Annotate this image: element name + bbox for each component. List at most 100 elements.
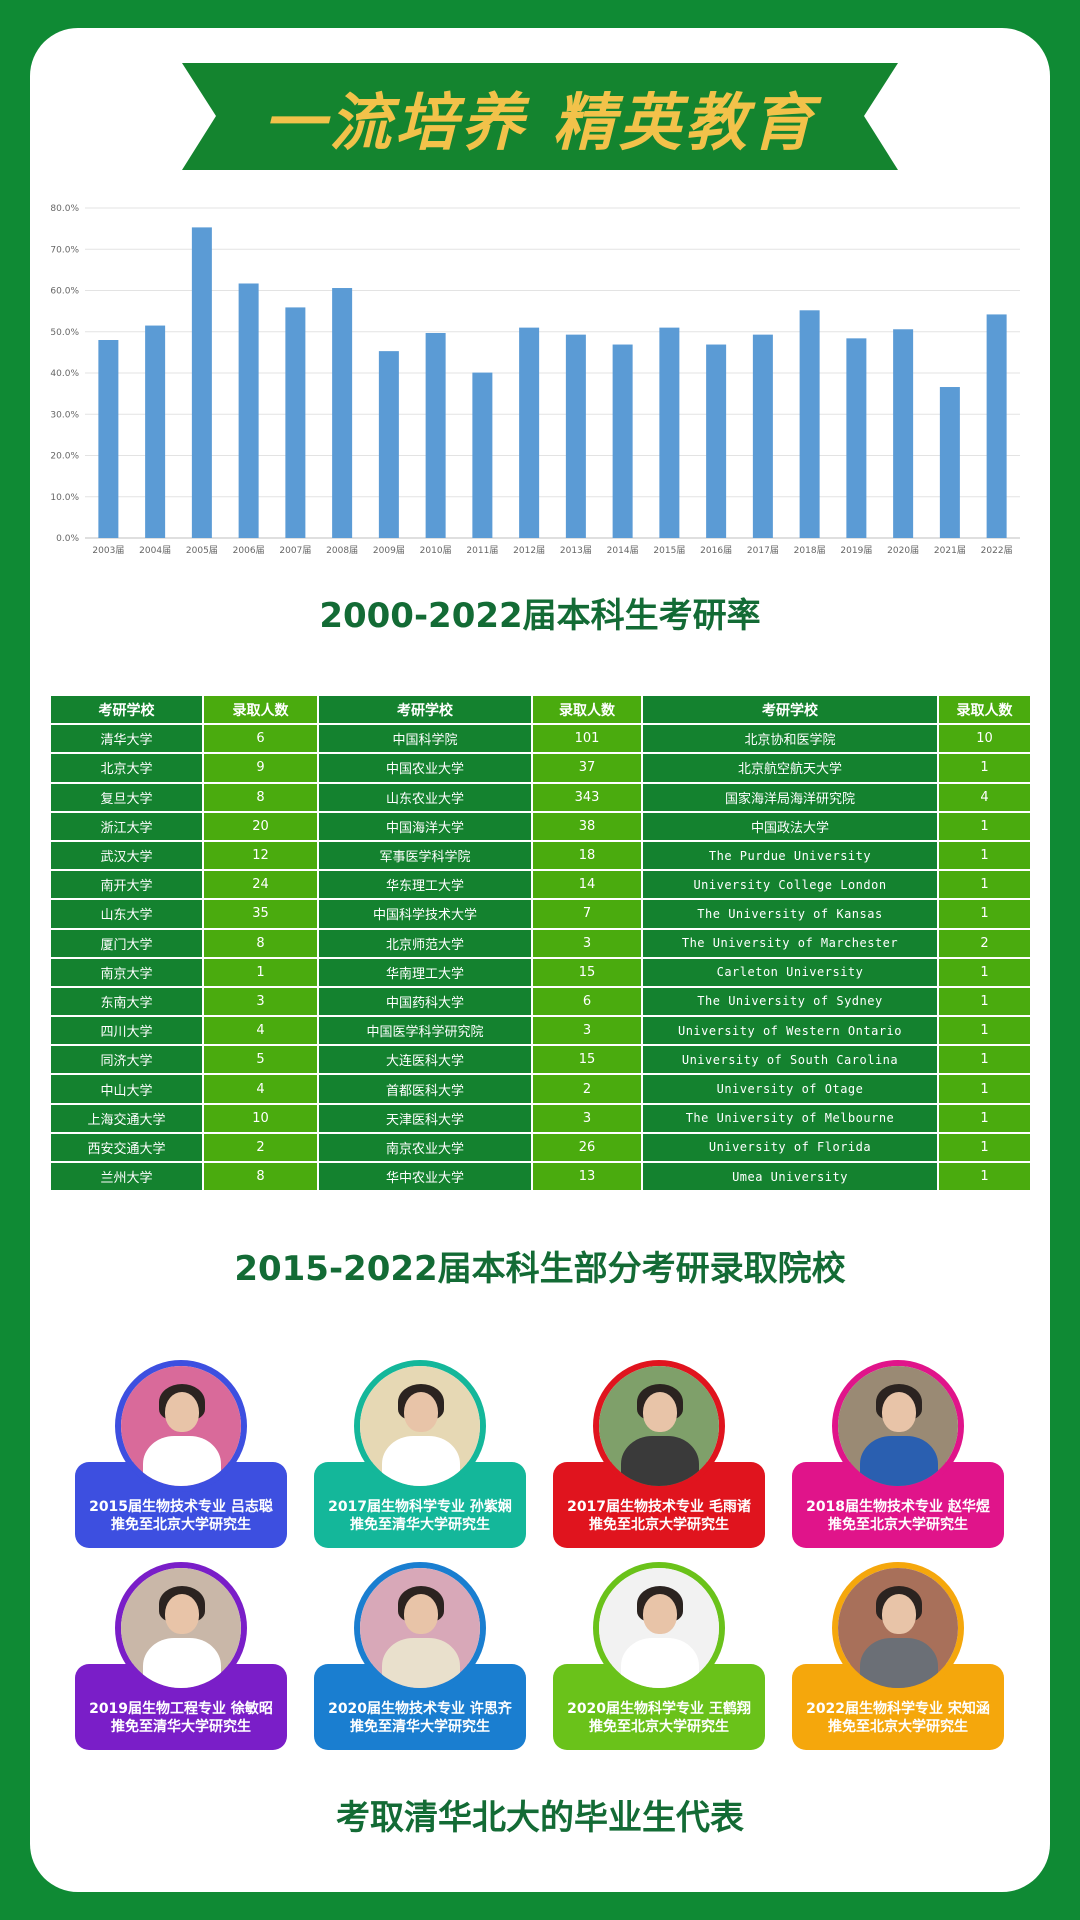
school-cell: 天津医科大学 xyxy=(317,1102,533,1134)
bar-2019届 xyxy=(846,338,867,538)
school-cell: 中山大学 xyxy=(49,1073,204,1105)
table-row: 西安交通大学 2 南京农业大学 26 University of Florida 1 xyxy=(49,1131,1032,1164)
graduate-major-name: 2022届生物科学专业 宋知涵 xyxy=(806,1701,990,1717)
table-row: 北京大学 9 中国农业大学 37 北京航空航天大学 1 xyxy=(49,752,1032,784)
school-cell: 华中农业大学 xyxy=(317,1160,533,1193)
school-cell: 南京农业大学 xyxy=(317,1131,533,1164)
school-cell: The Purdue University xyxy=(641,839,939,872)
table-header-row: 考研学校 录取人数 考研学校 录取人数 考研学校 录取人数 xyxy=(49,693,1032,726)
person-head xyxy=(882,1392,916,1432)
count-cell: 10 xyxy=(202,1102,319,1134)
title-banner: 一流培养 精英教育 xyxy=(182,63,898,170)
admission-rate-chart: 0.0% 10.0% 20.0% 30.0% 40.0% 50.0% 60.0% 70.0% 8… xyxy=(50,204,1020,556)
school-cell: The University of Marchester xyxy=(641,927,939,959)
bar-2021届 xyxy=(939,387,960,538)
y-tick-label: 50.0% xyxy=(50,328,79,338)
bar-2008届 xyxy=(332,288,353,538)
x-tick-label: 2020届 xyxy=(887,545,919,556)
graduates-title: 考取清华北大的毕业生代表 xyxy=(336,1798,744,1838)
y-tick-label: 0.0% xyxy=(56,534,79,544)
person-head xyxy=(404,1594,438,1634)
graduate-destination: 推免至北京大学研究生 xyxy=(589,1517,729,1533)
count-cell: 1 xyxy=(937,1102,1032,1134)
bar-2016届 xyxy=(706,344,727,538)
school-cell: 中国农业大学 xyxy=(317,752,533,784)
table-row: 东南大学 3 中国药科大学 6 The University of Sydney 1 xyxy=(49,985,1032,1018)
table-row: 同济大学 5 大连医科大学 15 University of South Carolin… xyxy=(49,1044,1032,1076)
count-cell: 343 xyxy=(531,781,643,813)
x-tick-label: 2008届 xyxy=(326,545,358,556)
x-tick-label: 2017届 xyxy=(747,545,779,556)
graduate-major-name: 2020届生物技术专业 许思齐 xyxy=(328,1701,512,1717)
table-header-cell: 录取人数 xyxy=(202,693,319,726)
graduate-major-name: 2019届生物工程专业 徐敏昭 xyxy=(89,1701,273,1717)
person-head xyxy=(165,1594,199,1634)
x-tick-label: 2009届 xyxy=(373,545,405,556)
count-cell: 1 xyxy=(937,839,1032,872)
bar-2012届 xyxy=(519,327,540,538)
count-cell: 8 xyxy=(202,927,319,959)
graduate-major-name: 2020届生物科学专业 王鹤翔 xyxy=(567,1701,751,1717)
bar-2009届 xyxy=(378,351,399,538)
graduate-card: 2015届生物技术专业 吕志聪 推免至北京大学研究生 xyxy=(75,1360,287,1550)
graduate-photo xyxy=(832,1562,964,1694)
count-cell: 1 xyxy=(937,869,1032,901)
count-cell: 8 xyxy=(202,1160,319,1193)
school-cell: 山东农业大学 xyxy=(317,781,533,813)
table-row: 兰州大学 8 华中农业大学 13 Umea University 1 xyxy=(49,1160,1032,1193)
photo-background xyxy=(599,1366,719,1486)
graduate-destination: 推免至北京大学研究生 xyxy=(828,1517,968,1533)
bar-2015届 xyxy=(659,327,680,538)
graduate-destination: 推免至北京大学研究生 xyxy=(111,1517,251,1533)
person-head xyxy=(404,1392,438,1432)
count-cell: 1 xyxy=(937,1131,1032,1164)
table-row: 浙江大学 20 中国海洋大学 38 中国政法大学 1 xyxy=(49,810,1032,842)
photo-background xyxy=(599,1568,719,1688)
school-cell: 中国科学技术大学 xyxy=(317,898,533,930)
count-cell: 1 xyxy=(937,1044,1032,1076)
graduate-major-name: 2017届生物技术专业 毛雨诸 xyxy=(567,1499,751,1515)
count-cell: 1 xyxy=(937,956,1032,988)
bar-2013届 xyxy=(565,334,586,538)
school-cell: 中国药科大学 xyxy=(317,985,533,1018)
count-cell: 8 xyxy=(202,781,319,813)
table-header-cell: 考研学校 xyxy=(641,693,939,726)
photo-background xyxy=(121,1568,241,1688)
count-cell: 7 xyxy=(531,898,643,930)
school-cell: 武汉大学 xyxy=(49,839,204,872)
x-tick-label: 2013届 xyxy=(560,545,592,556)
count-cell: 13 xyxy=(531,1160,643,1193)
x-tick-label: 2019届 xyxy=(840,545,872,556)
school-cell: 北京大学 xyxy=(49,752,204,784)
school-cell: 首都医科大学 xyxy=(317,1073,533,1105)
admission-table: 考研学校 录取人数 考研学校 录取人数 考研学校 录取人数 清华大学 6 中国科学院 101 北京… xyxy=(49,693,1032,1193)
graduate-card: 2019届生物工程专业 徐敏昭 推免至清华大学研究生 xyxy=(75,1562,287,1752)
school-cell: University of Western Ontario xyxy=(641,1015,939,1047)
count-cell: 18 xyxy=(531,839,643,872)
count-cell: 1 xyxy=(937,752,1032,784)
person-body xyxy=(143,1436,221,1486)
bar-2005届 xyxy=(191,227,212,538)
school-cell: 东南大学 xyxy=(49,985,204,1018)
table-row: 山东大学 35 中国科学技术大学 7 The University of Kansas 1 xyxy=(49,898,1032,930)
graduate-photo xyxy=(115,1562,247,1694)
table-row: 四川大学 4 中国医学科学研究院 3 University of Western Ont… xyxy=(49,1015,1032,1047)
bar-2004届 xyxy=(145,325,166,538)
bar-2006届 xyxy=(238,283,259,538)
banner-ribbon xyxy=(182,63,898,170)
school-cell: University of Florida xyxy=(641,1131,939,1164)
person-head xyxy=(882,1594,916,1634)
school-cell: Umea University xyxy=(641,1160,939,1193)
school-cell: 兰州大学 xyxy=(49,1160,204,1193)
y-tick-label: 70.0% xyxy=(50,245,79,255)
graduate-card: 2017届生物技术专业 毛雨诸 推免至北京大学研究生 xyxy=(553,1360,765,1550)
x-tick-label: 2004届 xyxy=(139,545,171,556)
school-cell: 上海交通大学 xyxy=(49,1102,204,1134)
count-cell: 5 xyxy=(202,1044,319,1076)
y-tick-label: 10.0% xyxy=(50,493,79,503)
count-cell: 6 xyxy=(202,723,319,755)
person-head xyxy=(643,1594,677,1634)
bar-2007届 xyxy=(285,307,306,538)
count-cell: 3 xyxy=(531,1102,643,1134)
graduate-photo xyxy=(593,1562,725,1694)
